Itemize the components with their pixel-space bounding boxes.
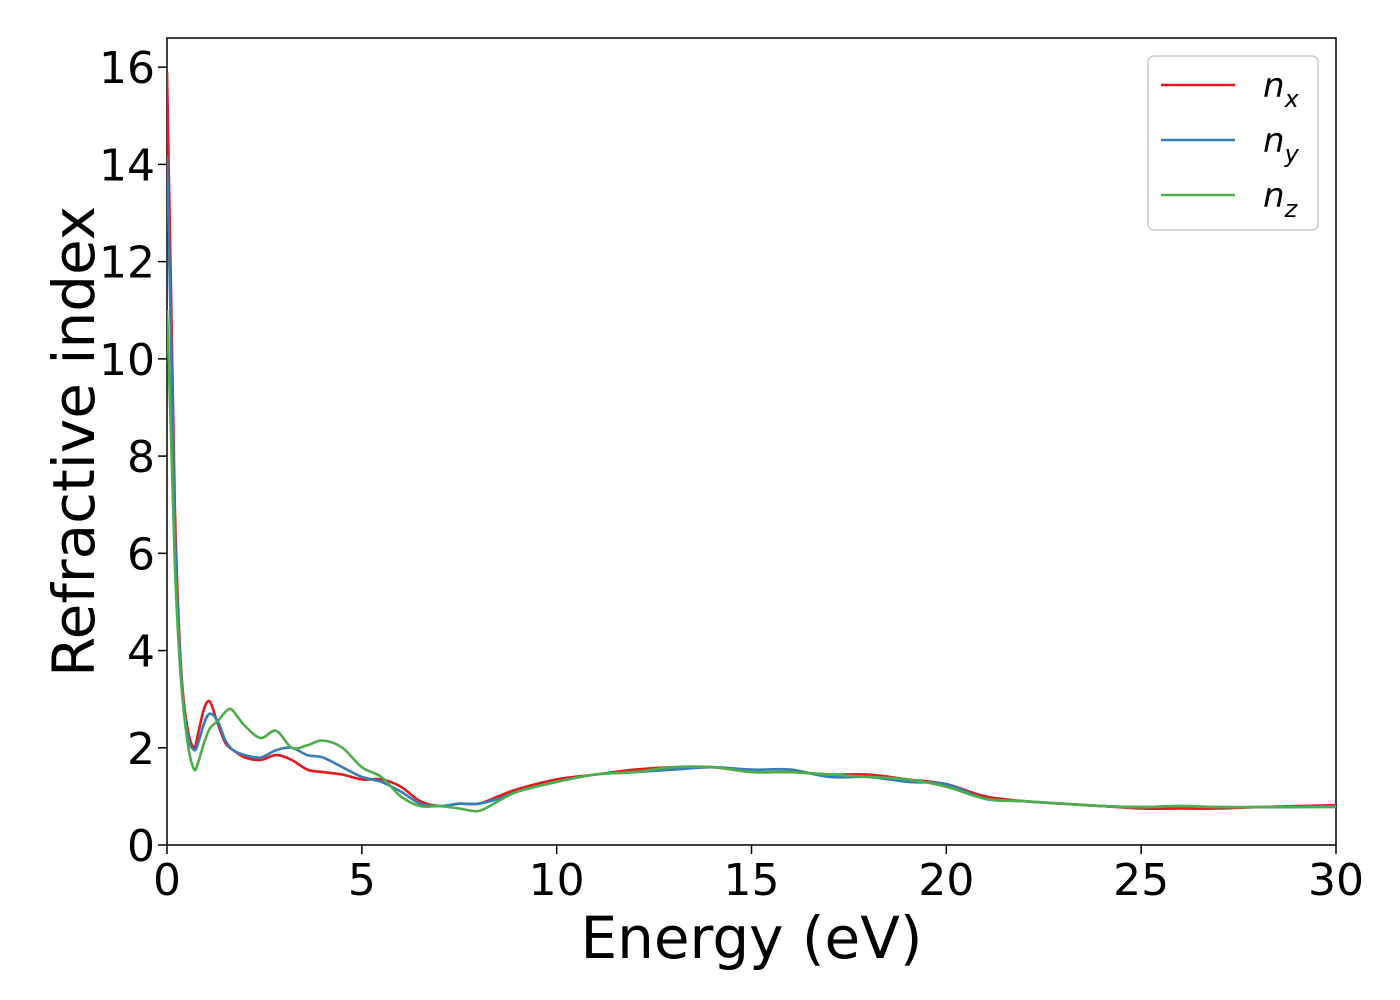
series-line-nz <box>167 310 1336 813</box>
y-tick-label: 8 <box>127 432 155 483</box>
x-tick-label: 5 <box>348 855 376 906</box>
series-layer <box>167 71 1336 813</box>
x-tick-label: 10 <box>529 855 585 906</box>
x-tick-label: 30 <box>1308 855 1364 906</box>
x-tick-label: 25 <box>1113 855 1169 906</box>
legend-label-nz: nz <box>1263 176 1299 223</box>
y-tick-label: 14 <box>99 140 155 191</box>
y-tick-label: 0 <box>127 821 155 872</box>
y-tick-label: 16 <box>99 43 155 94</box>
x-axis-ticks: 0 5 10 15 20 25 30 <box>153 845 1364 906</box>
legend-label-ny: ny <box>1263 121 1300 168</box>
y-tick-label: 6 <box>127 529 155 580</box>
x-tick-label: 20 <box>918 855 974 906</box>
legend: nx ny nz <box>1147 55 1319 231</box>
y-tick-label: 4 <box>127 627 155 678</box>
y-tick-label: 2 <box>127 724 155 775</box>
y-axis-ticks: 0 2 4 6 8 10 12 14 16 <box>99 43 167 872</box>
y-tick-label: 10 <box>99 335 155 386</box>
series-line-ny <box>167 154 1336 809</box>
y-axis-label: Refractive index <box>40 206 108 677</box>
x-tick-label: 0 <box>153 855 181 906</box>
x-axis-label: Energy (eV) <box>580 904 922 972</box>
legend-box <box>1147 55 1319 231</box>
y-tick-label: 12 <box>99 238 155 289</box>
x-tick-label: 15 <box>724 855 780 906</box>
legend-label-nx: nx <box>1263 66 1300 113</box>
